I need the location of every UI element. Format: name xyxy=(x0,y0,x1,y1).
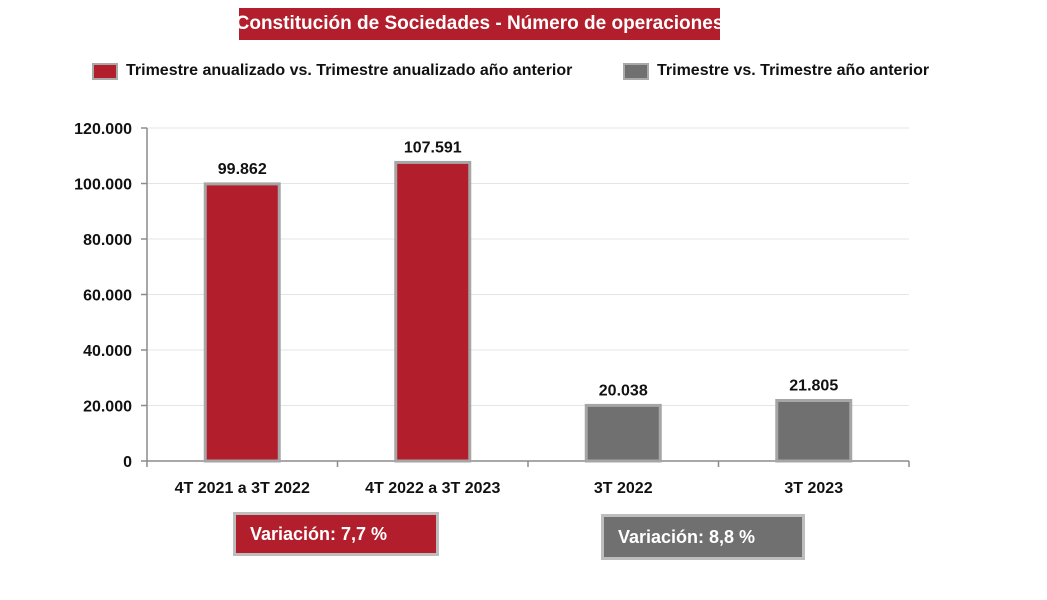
bar xyxy=(775,398,853,463)
legend-item-quarter: Trimestre vs. Trimestre año anterior xyxy=(623,62,929,80)
bar xyxy=(584,403,662,463)
bar-value-label: 20.038 xyxy=(599,382,648,399)
bar-value-label: 107.591 xyxy=(404,139,462,156)
x-tick-label: 3T 2022 xyxy=(594,480,653,497)
legend-label-quarter: Trimestre vs. Trimestre año anterior xyxy=(657,62,930,79)
y-tick-label: 100.000 xyxy=(74,177,132,194)
y-tick-label: 0 xyxy=(123,454,132,471)
y-tick-label: 120.000 xyxy=(74,121,132,138)
bar-value-label: 99.862 xyxy=(218,161,267,178)
x-tick-label: 3T 2023 xyxy=(784,480,843,497)
x-tick-label: 4T 2021 a 3T 2022 xyxy=(175,480,310,497)
bar xyxy=(203,182,281,463)
legend-item-annualized: Trimestre anualizado vs. Trimestre anual… xyxy=(92,62,572,80)
bar xyxy=(394,160,472,463)
legend-label-annualized: Trimestre anualizado vs. Trimestre anual… xyxy=(126,62,573,79)
legend-swatch-annualized xyxy=(92,62,118,80)
y-tick-label: 80.000 xyxy=(83,232,132,249)
variation-label-annualized: Variación: 7,7 % xyxy=(250,523,388,544)
variation-box-quarter: Variación: 8,8 % xyxy=(601,514,805,560)
y-tick-label: 60.000 xyxy=(83,288,132,305)
chart-title: Constitución de Sociedades - Número de o… xyxy=(236,8,723,40)
x-tick-label: 4T 2022 a 3T 2023 xyxy=(365,480,500,497)
variation-label-quarter: Variación: 8,8 % xyxy=(618,526,756,547)
y-tick-label: 20.000 xyxy=(83,399,132,416)
legend-swatch-quarter xyxy=(623,62,649,80)
variation-box-annualized: Variación: 7,7 % xyxy=(233,512,439,556)
y-tick-label: 40.000 xyxy=(83,343,132,360)
bar-value-label: 21.805 xyxy=(789,377,838,394)
